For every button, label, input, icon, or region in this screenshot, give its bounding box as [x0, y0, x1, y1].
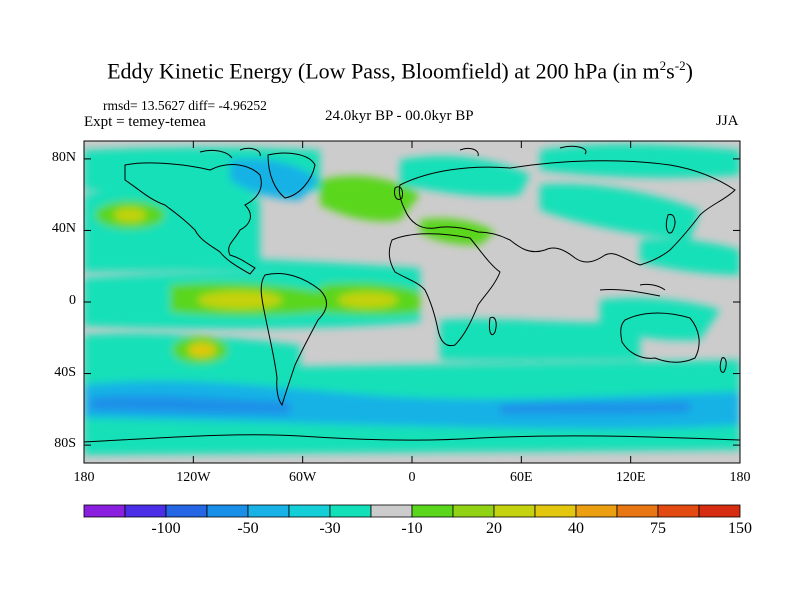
colorbar-swatch: [83, 504, 126, 518]
colorbar-label: 150: [728, 520, 752, 537]
colorbar-swatch: [370, 504, 413, 518]
experiment-label: Expt = temey-temea: [84, 114, 206, 130]
colorbar-label: -30: [319, 520, 341, 537]
colorbar-swatch: [452, 504, 495, 518]
lon-label: 120W: [176, 470, 211, 485]
eurasia-outline: [398, 160, 736, 266]
colorbar-swatch: [575, 504, 618, 518]
europe-cyan: [400, 155, 530, 197]
arctic-islands-outline: [199, 145, 587, 159]
asia-cyan: [540, 184, 700, 240]
north-america-outline: [124, 162, 262, 275]
period-label: 24.0kyr BP - 00.0kyr BP: [325, 108, 474, 124]
lat-label: 0: [69, 293, 76, 308]
british-isles-outline: [394, 186, 403, 201]
madagascar-outline: [489, 316, 497, 336]
north-atlantic-green: [320, 175, 420, 222]
colorbar-swatch: [165, 504, 208, 518]
lat-label: 80S: [54, 436, 76, 452]
lon-label: 60W: [289, 470, 317, 485]
antarctica-outline: [84, 434, 740, 443]
southern-band-blue: [90, 395, 290, 414]
lat-label: 40N: [51, 221, 76, 237]
stats-text: rmsd= 13.5627 diff= -4.96252: [103, 98, 267, 113]
greenland-outline: [267, 152, 316, 199]
med-green: [420, 218, 495, 246]
siberia-cyan: [540, 144, 740, 178]
tropical-yellow-west: [198, 291, 282, 309]
lon-label: 60E: [510, 470, 533, 485]
japan-outline: [665, 213, 676, 234]
coastlines: [84, 145, 740, 443]
colorbar-swatch: [206, 504, 249, 518]
indonesia-outline: [599, 283, 666, 297]
lon-label: 180: [73, 470, 95, 485]
lat-label: 40S: [54, 364, 76, 380]
colorbar-swatch: [411, 504, 454, 518]
season-label: JJA: [716, 113, 739, 129]
north-pacific-yellow: [114, 208, 146, 222]
colorbar-swatch: [493, 504, 536, 518]
colorbar-label: 20: [486, 520, 502, 537]
africa-outline: [388, 233, 501, 347]
lon-label: 120E: [615, 470, 646, 485]
new-zealand-outline: [719, 357, 727, 373]
colorbar-swatch: [124, 504, 167, 518]
west-pacific-cyan: [640, 238, 740, 275]
colorbar-label: -50: [237, 520, 259, 537]
colorbar-swatch: [616, 504, 659, 518]
australia-outline: [620, 312, 700, 363]
australia-cyan: [600, 298, 720, 341]
contour-field: [84, 141, 740, 463]
lon-label: 0: [408, 470, 416, 485]
south-america-outline: [260, 273, 327, 407]
colorbar-swatch: [698, 504, 741, 518]
colorbar-swatch: [247, 504, 290, 518]
lat-label: 80N: [51, 149, 76, 165]
tropical-yellow-east: [338, 292, 398, 308]
colorbar-swatch: [534, 504, 577, 518]
colorbar: [83, 504, 741, 518]
colorbar-label: -100: [151, 520, 181, 537]
south-pacific-yellow: [188, 343, 216, 357]
colorbar-label: 75: [650, 520, 666, 537]
southern-band-blue2: [500, 402, 690, 414]
southern-band-cyan2: [84, 381, 740, 429]
colorbar-swatch: [657, 504, 700, 518]
plot-title: Eddy Kinetic Energy (Low Pass, Bloomfiel…: [107, 58, 693, 84]
axis-ticks: [83, 141, 741, 463]
equatorial-cyan-strip: [84, 257, 420, 278]
colorbar-label: -10: [401, 520, 423, 537]
colorbar-swatch: [288, 504, 331, 518]
colorbar-swatch: [329, 504, 372, 518]
lon-label: 180: [729, 470, 751, 485]
colorbar-label: 40: [568, 520, 584, 537]
